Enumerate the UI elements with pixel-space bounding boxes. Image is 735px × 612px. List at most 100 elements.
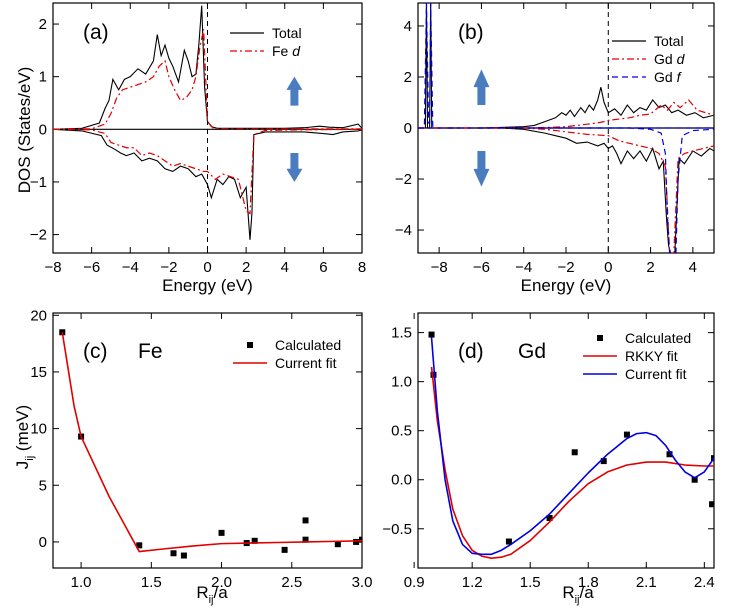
- a-spin-down-arrow: [286, 153, 303, 182]
- c-plot: [59, 329, 362, 559]
- c-xlabel-main: R: [196, 583, 208, 602]
- a-panel-label: (a): [83, 21, 109, 44]
- b-ytick-label-3: 2: [404, 69, 412, 86]
- d-xtick-label-1: 1.2: [462, 574, 483, 591]
- b-xtick-label-5: 2: [646, 259, 654, 276]
- c-ytick-label-1: 5: [39, 477, 47, 494]
- a-ytick-label-4: 2: [39, 16, 47, 33]
- c-point-2: [136, 542, 143, 549]
- c-xlabel-tail: /a: [213, 583, 228, 602]
- d-point-7: [666, 451, 673, 458]
- d-legend-label-2: Current fit: [625, 366, 687, 382]
- b-xtick-label-1: −6: [473, 259, 490, 276]
- d-point-10: [711, 455, 714, 462]
- a-xtick-label-0: −8: [44, 259, 61, 276]
- a-spin-up-arrow: [286, 76, 303, 106]
- d-xtick-label-3: 1.8: [578, 574, 599, 591]
- a-series-1-line: [53, 29, 362, 130]
- a-xtick-label-4: 0: [203, 259, 211, 276]
- b-plot: [418, 3, 714, 253]
- c-legend-label-0: Calculated: [275, 337, 341, 353]
- d-ytick-label-4: 1.5: [391, 325, 412, 342]
- a-series-2-line: [53, 128, 362, 240]
- b-series-3-line: [418, 127, 714, 253]
- d-xlabel-sub: ij: [575, 594, 580, 606]
- top-ylabel: DOS (States/eV): [15, 67, 34, 194]
- d-xlabel: Rij/a: [562, 583, 594, 606]
- c-element-label: Fe: [138, 340, 163, 363]
- b-ytick-label-0: −4: [395, 222, 412, 239]
- d-ytick-label-1: 0.0: [391, 472, 412, 489]
- d-ytick-label-0: −0.5: [382, 521, 412, 538]
- bottom-ylabel: Jij (meV): [13, 405, 36, 469]
- d-point-4: [571, 449, 578, 456]
- d-xlabel-main: R: [562, 583, 574, 602]
- a-xtick-label-8: 8: [358, 259, 366, 276]
- b-series-4-line: [418, 127, 714, 253]
- c-xlabel: Rij/a: [196, 583, 228, 606]
- c-ytick-label-4: 20: [30, 307, 47, 324]
- c-point-11: [334, 541, 341, 548]
- a-xlabel: Energy (eV): [162, 276, 253, 295]
- d-point-6: [623, 431, 630, 438]
- b-spin-up-arrow: [473, 69, 490, 106]
- c-frame: [52, 312, 363, 569]
- d-ytick-label-3: 1.0: [391, 374, 412, 391]
- d-xlabel-tail: /a: [579, 583, 594, 602]
- c-series-1-line: [61, 332, 362, 553]
- c-xtick-label-3: 2.5: [281, 574, 302, 591]
- c-point-4: [180, 552, 187, 559]
- d-ytick-label-2: 0.5: [391, 423, 412, 440]
- c-ytick-label-3: 15: [30, 364, 47, 381]
- bottom-ylabel-unit: (meV): [13, 405, 32, 456]
- b-ytick-label-2: 0: [404, 120, 412, 137]
- b-ytick-label-1: −2: [395, 171, 412, 188]
- c-point-8: [281, 546, 288, 553]
- a-plot: [53, 3, 362, 253]
- a-xtick-label-7: 6: [319, 259, 327, 276]
- bottom-ylabel-main: J: [13, 461, 32, 470]
- a-xtick-label-3: −2: [160, 259, 177, 276]
- a-series-3-line: [53, 128, 362, 215]
- c-point-5: [218, 529, 225, 536]
- c-point-9: [302, 517, 309, 524]
- c-point-12: [353, 538, 360, 545]
- panel-b: −8 −6 −4 −2 0 2 4 −4 −2 0 2 4 (b) Total Gd d Gd f Energy…: [395, 2, 715, 295]
- c-xtick-label-4: 3.0: [352, 574, 373, 591]
- a-xtick-label-5: 2: [242, 259, 250, 276]
- c-point-10: [302, 536, 309, 543]
- panel-a: −8 −6 −4 −2 0 2 4 6 8 −2 −1 0 1 2 (a) Total Fe d Energy (…: [30, 2, 366, 295]
- d-point-1: [430, 371, 437, 378]
- d-point-2: [505, 538, 512, 545]
- c-point-13: [359, 536, 362, 543]
- c-legend-label-1: Current fit: [275, 355, 337, 371]
- b-xtick-label-4: 0: [604, 259, 612, 276]
- c-xlabel-sub: ij: [209, 594, 214, 606]
- b-xtick-label-2: −4: [515, 259, 532, 276]
- a-legend-label-0: Total: [272, 25, 302, 41]
- c-xtick-label-0: 1.0: [71, 574, 92, 591]
- c-panel-label: (c): [83, 340, 108, 363]
- d-plot: [428, 331, 714, 559]
- b-series-5-line: [418, 127, 714, 253]
- d-legend-label-1: RKKY fit: [625, 348, 678, 364]
- a-xtick-label-2: −4: [122, 259, 139, 276]
- d-element-label: Gd: [518, 340, 546, 363]
- b-series-0-line: [418, 3, 714, 129]
- c-ytick-label-0: 0: [39, 534, 47, 551]
- a-ytick-label-1: −1: [30, 174, 47, 191]
- a-ytick-label-2: 0: [39, 121, 47, 138]
- d-xtick-label-5: 2.4: [694, 574, 715, 591]
- d-xtick-label-2: 1.5: [520, 574, 541, 591]
- d-series-2-line: [430, 337, 714, 556]
- c-ytick-label-2: 10: [30, 421, 47, 438]
- b-panel-label: (b): [458, 21, 484, 44]
- a-ytick-label-0: −2: [30, 227, 47, 244]
- b-legend-label-2: Gd f: [654, 69, 683, 85]
- b-series-1-line: [418, 99, 714, 129]
- d-legend-label-0: Calculated: [625, 330, 691, 346]
- b-legend-label-0: Total: [654, 33, 684, 49]
- a-ytick-label-3: 1: [39, 69, 47, 86]
- b-spin-down-arrow: [473, 150, 490, 187]
